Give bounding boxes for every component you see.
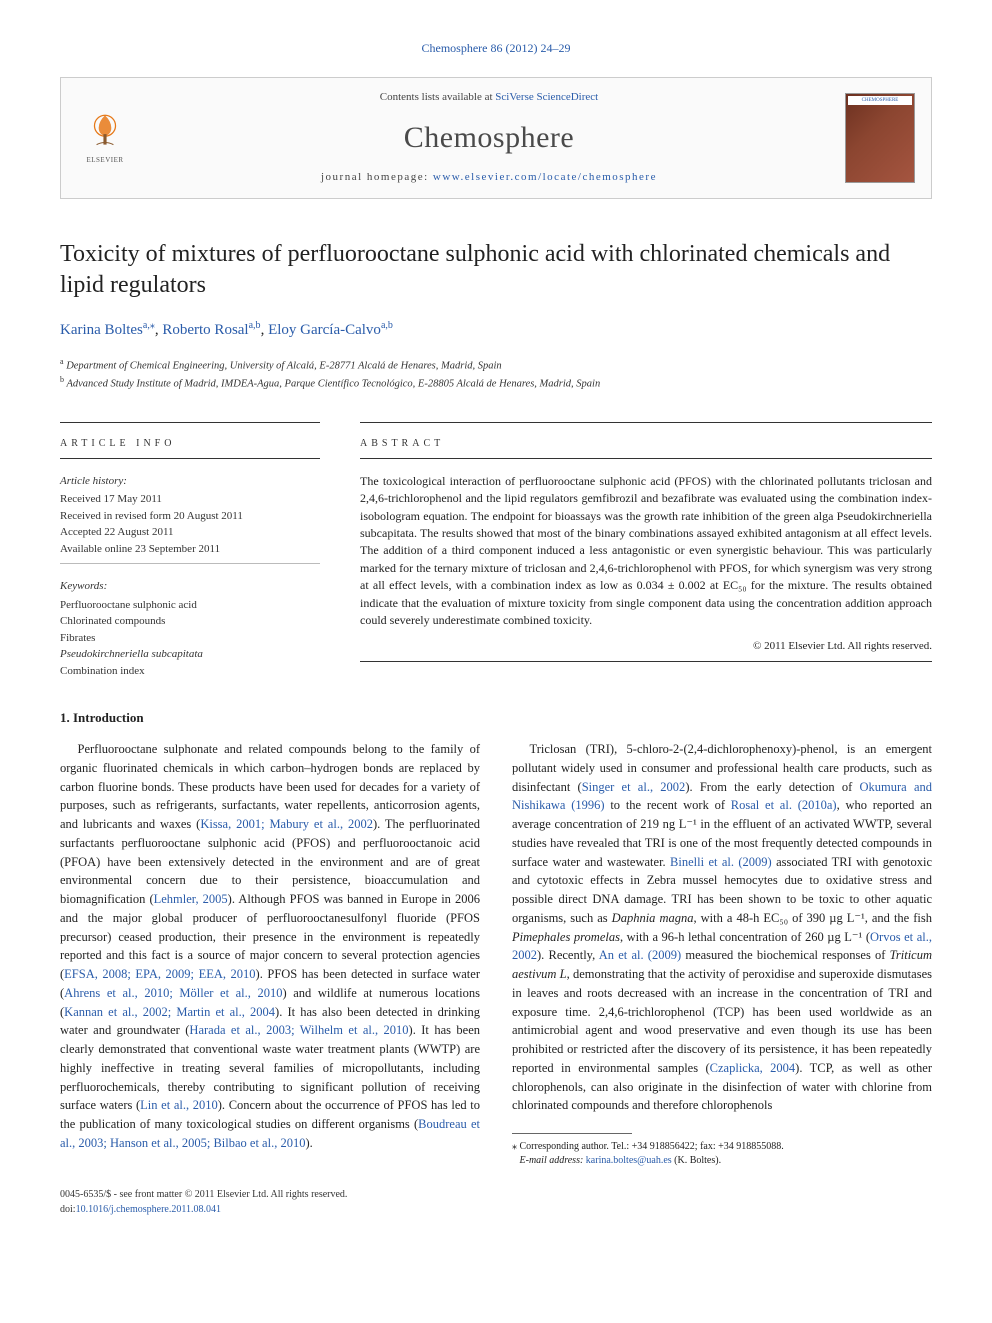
author-link[interactable]: Eloy García-Calvo: [268, 322, 381, 338]
info-abstract-row: article info Article history: Received 1…: [60, 416, 932, 679]
homepage-prefix: journal homepage:: [321, 171, 433, 183]
contents-prefix: Contents lists available at: [380, 91, 495, 103]
elsevier-logo: ELSEVIER: [77, 110, 133, 166]
doi-link[interactable]: 10.1016/j.chemosphere.2011.08.041: [76, 1204, 221, 1215]
history-line: Accepted 22 August 2011: [60, 524, 320, 541]
author-link[interactable]: Roberto Rosal: [162, 322, 248, 338]
homepage-link[interactable]: www.elsevier.com/locate/chemosphere: [433, 171, 657, 183]
affiliations: a Department of Chemical Engineering, Un…: [60, 356, 932, 393]
history-title: Article history:: [60, 473, 320, 490]
intro-para-1: Perfluorooctane sulphonate and related c…: [60, 740, 480, 1153]
author-affil: a,b: [381, 320, 393, 331]
citation-link[interactable]: Chemosphere 86 (2012) 24–29: [422, 41, 571, 55]
contents-line: Contents lists available at SciVerse Sci…: [133, 90, 845, 106]
abstract-head: abstract: [360, 437, 932, 452]
citation-header: Chemosphere 86 (2012) 24–29: [60, 40, 932, 57]
rule: [60, 422, 320, 423]
rule: [60, 563, 320, 564]
history-line: Received 17 May 2011: [60, 491, 320, 508]
keywords-block: Keywords: Perfluorooctane sulphonic acid…: [60, 578, 320, 679]
article-title: Toxicity of mixtures of perfluorooctane …: [60, 239, 932, 301]
rule: [360, 422, 932, 423]
abstract-copyright: © 2011 Elsevier Ltd. All rights reserved…: [360, 639, 932, 655]
banner-center: Contents lists available at SciVerse Sci…: [133, 90, 845, 185]
elsevier-tree-icon: [84, 111, 126, 153]
email-who: (K. Boltes).: [674, 1155, 721, 1166]
corr-text: Corresponding author. Tel.: +34 91885642…: [520, 1141, 784, 1152]
keyword: Chlorinated compounds: [60, 613, 320, 630]
affiliation-line: b Advanced Study Institute of Madrid, IM…: [60, 374, 932, 392]
history-line: Received in revised form 20 August 2011: [60, 508, 320, 525]
abstract-column: abstract The toxicological interaction o…: [360, 416, 932, 679]
keyword: Combination index: [60, 663, 320, 680]
keyword: Fibrates: [60, 630, 320, 647]
author-affil: a,⁎: [143, 320, 155, 331]
author-affil: a,b: [249, 320, 261, 331]
intro-para-2: Triclosan (TRI), 5-chloro-2-(2,4-dichlor…: [512, 740, 932, 1115]
sciencedirect-link[interactable]: SciVerse ScienceDirect: [495, 91, 598, 103]
cover-label: CHEMOSPHERE: [848, 96, 912, 105]
corr-marker: ⁎: [512, 1141, 517, 1152]
email-label: E-mail address:: [520, 1155, 584, 1166]
journal-name: Chemosphere: [133, 116, 845, 160]
rule: [360, 661, 932, 662]
footer: 0045-6535/$ - see front matter © 2011 El…: [60, 1188, 932, 1217]
banner-left: ELSEVIER: [77, 110, 133, 166]
history-line: Available online 23 September 2011: [60, 541, 320, 558]
affiliation-line: a Department of Chemical Engineering, Un…: [60, 356, 932, 374]
elsevier-logo-text: ELSEVIER: [86, 155, 123, 165]
journal-banner: ELSEVIER Contents lists available at Sci…: [60, 77, 932, 198]
keywords-title: Keywords:: [60, 578, 320, 595]
homepage-line: journal homepage: www.elsevier.com/locat…: [133, 170, 845, 186]
doi-label: doi:: [60, 1204, 76, 1215]
author-link[interactable]: Karina Boltes: [60, 322, 143, 338]
rule: [360, 458, 932, 459]
authors-list: Karina Boltesa,⁎, Roberto Rosala,b, Eloy…: [60, 319, 932, 342]
article-info-column: article info Article history: Received 1…: [60, 416, 320, 679]
intro-heading: 1. Introduction: [60, 709, 932, 728]
keyword: Perfluorooctane sulphonic acid: [60, 597, 320, 614]
email-link[interactable]: karina.boltes@uah.es: [586, 1155, 672, 1166]
rule: [60, 458, 320, 459]
article-history: Article history: Received 17 May 2011 Re…: [60, 473, 320, 558]
corresponding-footnote: ⁎ Corresponding author. Tel.: +34 918856…: [512, 1140, 932, 1168]
article-info-head: article info: [60, 437, 320, 452]
keyword: Pseudokirchneriella subcapitata: [60, 646, 320, 663]
body-text: Perfluorooctane sulphonate and related c…: [60, 740, 932, 1168]
abstract-text: The toxicological interaction of perfluo…: [360, 473, 932, 630]
journal-cover-thumb: CHEMOSPHERE: [845, 93, 915, 183]
footnote-rule: [512, 1133, 632, 1134]
front-matter: 0045-6535/$ - see front matter © 2011 El…: [60, 1188, 932, 1203]
